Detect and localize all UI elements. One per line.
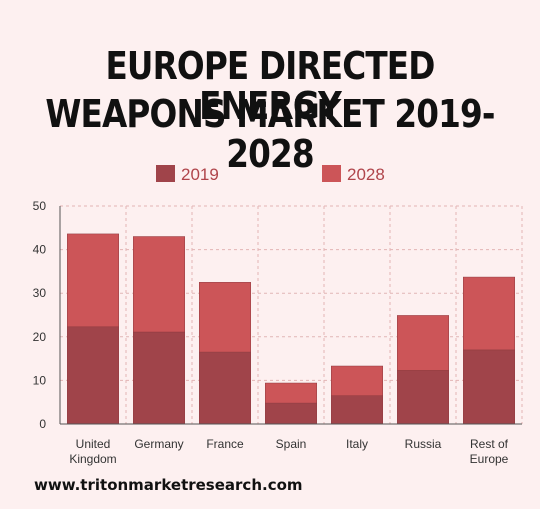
- legend-label-2028: 2028: [347, 165, 385, 184]
- y-tick-label: 30: [33, 286, 47, 300]
- bar-2028: [67, 233, 119, 328]
- footer-url: www.tritonmarketresearch.com: [34, 476, 303, 494]
- y-tick-label: 20: [33, 330, 47, 344]
- x-tick-label: Russia: [405, 437, 442, 451]
- bar-2028: [199, 282, 251, 353]
- x-tick-label: Italy: [346, 437, 368, 451]
- bar-2019: [199, 351, 251, 425]
- x-tick-label: Rest of: [470, 437, 509, 451]
- bar-2028: [463, 276, 515, 351]
- y-tick-label: 40: [33, 243, 47, 257]
- bar-2028: [133, 236, 185, 333]
- bar-2019: [67, 326, 119, 425]
- bar-2019: [133, 331, 185, 425]
- y-tick-label: 10: [33, 373, 47, 387]
- bar-2028: [397, 315, 449, 371]
- x-tick-label: Kingdom: [69, 452, 116, 466]
- bar-2019: [331, 395, 383, 425]
- x-tick-label: United: [76, 437, 111, 451]
- x-tick-label: Europe: [470, 452, 509, 466]
- legend-swatch-2019: [156, 165, 175, 182]
- x-tick-label: France: [206, 437, 244, 451]
- chart-title-line2: WEAPONS MARKET 2019-2028: [45, 92, 495, 176]
- bar-2028: [265, 382, 317, 404]
- bar-2019: [265, 402, 317, 425]
- bar-2019: [463, 349, 515, 425]
- x-tick-label: Germany: [134, 437, 183, 451]
- legend-swatch-2028: [322, 165, 341, 182]
- x-tick-label: Spain: [276, 437, 307, 451]
- legend-label-2019: 2019: [181, 165, 219, 184]
- chart-title-line1: EUROPE DIRECTED ENERGY: [105, 44, 435, 128]
- y-tick-label: 50: [33, 199, 47, 213]
- bar-2028: [331, 365, 383, 396]
- y-tick-label: 0: [39, 417, 46, 431]
- bar-2019: [397, 370, 449, 425]
